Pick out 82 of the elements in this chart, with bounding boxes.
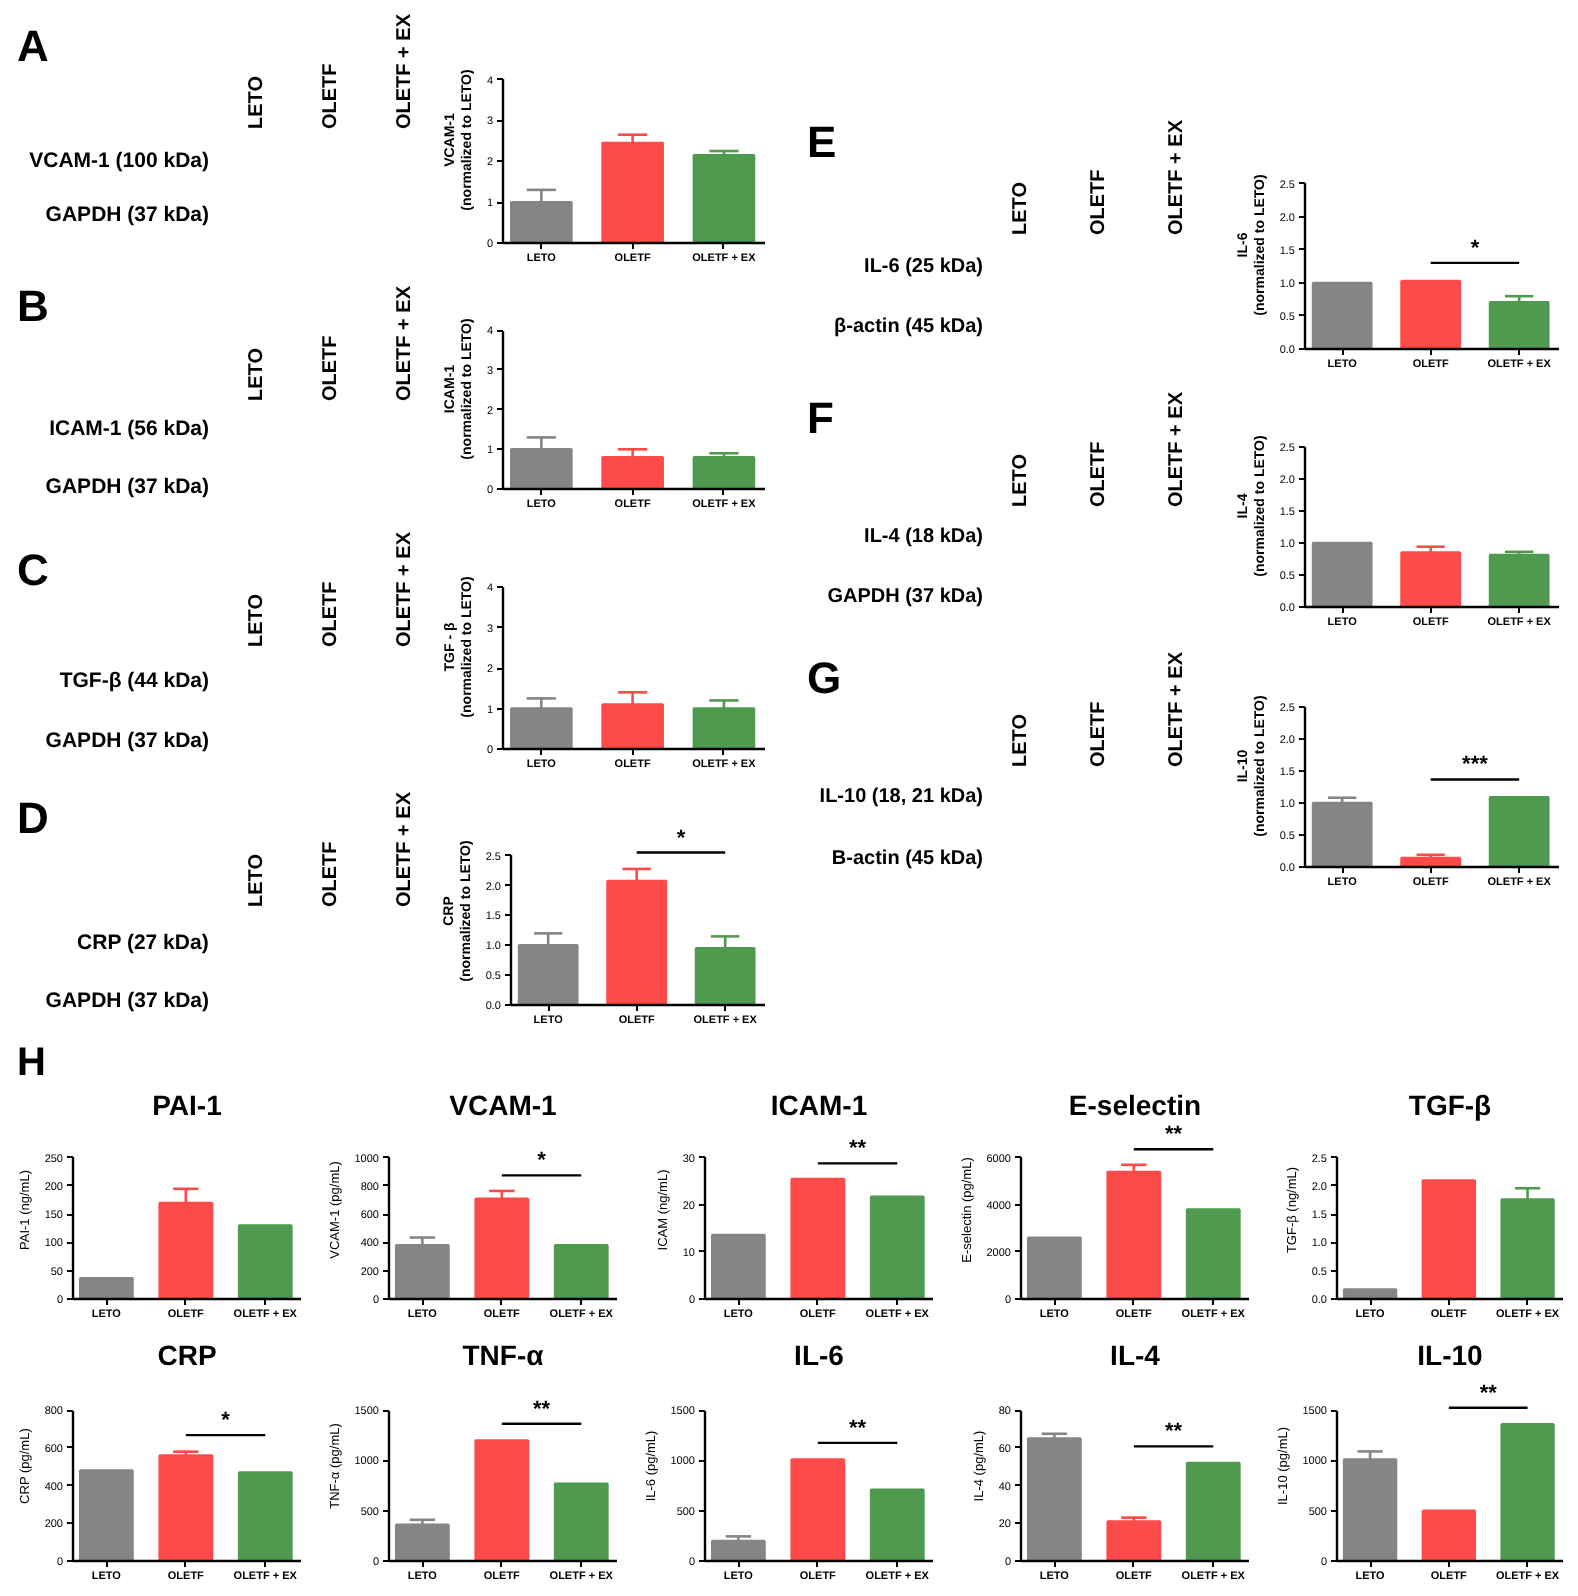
bar: [710, 1233, 766, 1299]
text: ICAM-1 (56 kDa): [49, 417, 210, 441]
bar: [601, 141, 664, 243]
bar: [1488, 553, 1550, 607]
bar: [474, 1439, 530, 1561]
text: CRP (27 kDa): [77, 931, 209, 955]
bar: [790, 1458, 846, 1561]
chart-title: CRP: [157, 1339, 217, 1371]
annotation: *: [1470, 236, 1481, 261]
text: GAPDH (37 kDa): [45, 989, 210, 1013]
bar: [237, 1471, 293, 1561]
text: D: [17, 793, 49, 843]
bar: [1500, 1423, 1555, 1561]
bar: [1421, 1509, 1476, 1561]
bar: [394, 1523, 450, 1561]
annotation: ***: [1462, 753, 1490, 778]
chart-title: VCAM-1: [449, 1089, 558, 1121]
annotation: *: [537, 1149, 548, 1174]
text: GAPDH (37 kDa): [45, 203, 210, 227]
bar: [78, 1469, 134, 1561]
chart-title: TNF-α: [462, 1339, 545, 1371]
chart-title: IL-10: [1417, 1339, 1484, 1371]
bar: [1421, 1179, 1476, 1299]
annotation: **: [848, 1416, 868, 1441]
text: *: [676, 826, 687, 851]
text: B-actin (45 kDa): [831, 848, 983, 870]
bar: [790, 1177, 846, 1299]
text: GAPDH (37 kDa): [45, 475, 210, 499]
bar: [237, 1224, 293, 1299]
text: IL-4 (18 kDa): [864, 526, 984, 548]
category-label: OLETF: [320, 63, 342, 129]
bar: [1342, 1458, 1398, 1561]
chart-title: TGF-β: [1408, 1089, 1493, 1121]
text: A: [17, 21, 49, 71]
text: IL-10 (18, 21 kDa): [819, 786, 984, 808]
text: G: [807, 653, 842, 703]
bar: [710, 1539, 766, 1561]
bar: [553, 1482, 609, 1561]
bar: [1185, 1461, 1241, 1561]
bar: [1106, 1170, 1162, 1299]
bar: [1311, 801, 1373, 867]
bar: [1106, 1520, 1162, 1561]
bar: [1488, 795, 1550, 867]
text: C: [17, 545, 49, 595]
text: GAPDH (37 kDa): [827, 586, 984, 608]
text: **: [1479, 1381, 1499, 1406]
text: E: [807, 117, 837, 167]
text: VCAM-1 (100 kDa): [29, 149, 210, 173]
chart-title: IL-6: [794, 1339, 845, 1371]
chart-title: PAI-1: [152, 1089, 223, 1121]
text: IL-6 (25 kDa): [864, 256, 984, 278]
text: H: [17, 1041, 46, 1085]
text: F: [807, 393, 834, 443]
text: β-actin (45 kDa): [834, 316, 984, 338]
chart-title: IL-4: [1110, 1339, 1161, 1371]
bar: [158, 1454, 214, 1561]
annotation: **: [1164, 1420, 1184, 1445]
annotation: *: [221, 1409, 232, 1434]
annotation: **: [532, 1397, 552, 1422]
bar: [1311, 281, 1373, 349]
bar: [1026, 1437, 1082, 1561]
text: **: [1164, 1123, 1184, 1148]
chart-title: E-selectin: [1068, 1089, 1202, 1121]
bar: [1026, 1236, 1082, 1299]
category-label: OLETF + EX: [394, 13, 416, 129]
chart-title: ICAM-1: [770, 1089, 868, 1121]
text: GAPDH (37 kDa): [45, 729, 210, 753]
annotation: **: [848, 1137, 868, 1162]
text: TGF-β (44 kDa): [59, 669, 210, 693]
bar: [869, 1488, 925, 1561]
bar: [1185, 1208, 1241, 1299]
bar: [869, 1195, 925, 1299]
bar: [1400, 279, 1462, 349]
bar: [1342, 1288, 1398, 1299]
bar: [1500, 1198, 1555, 1299]
bar: [692, 153, 756, 243]
category-label: LETO: [246, 75, 268, 129]
bar: [1311, 541, 1373, 607]
bar: [1488, 300, 1550, 349]
text: B: [17, 281, 49, 331]
bar: [78, 1276, 134, 1299]
bar: [1400, 551, 1462, 607]
